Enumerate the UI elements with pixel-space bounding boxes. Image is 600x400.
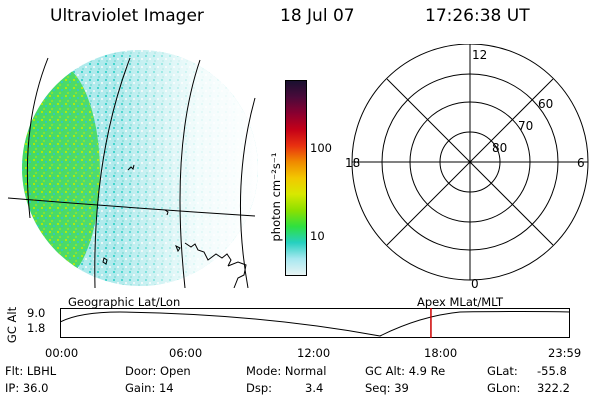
apex-caption: Apex MLat/MLT bbox=[417, 295, 504, 309]
auroral-emission bbox=[22, 50, 258, 286]
mode-info: Mode: Normal bbox=[246, 364, 327, 378]
glon-label: GLon: bbox=[487, 381, 521, 395]
glat-value: -55.8 bbox=[537, 364, 567, 378]
alt-tick-low: 1.8 bbox=[27, 321, 46, 335]
ip-info: IP: 36.0 bbox=[5, 381, 49, 395]
glat-label: GLat: bbox=[487, 364, 518, 378]
filter-info: Flt: LBHL bbox=[5, 364, 57, 378]
polar-mlt-plot: 12 18 6 0 60 70 80 bbox=[345, 44, 589, 291]
mlat-label-80: 80 bbox=[492, 141, 507, 155]
app-title: Ultraviolet Imager bbox=[50, 6, 204, 26]
mlat-label-70: 70 bbox=[518, 119, 533, 133]
coastline bbox=[102, 164, 247, 288]
dsp-value: 3.4 bbox=[305, 381, 324, 395]
image-date: 18 Jul 07 bbox=[280, 6, 355, 26]
gain-info: Gain: 14 bbox=[125, 381, 174, 395]
seq-info: Seq: 39 bbox=[365, 381, 409, 395]
glon-value: 322.2 bbox=[537, 381, 570, 395]
mlt-label-18: 18 bbox=[345, 156, 360, 170]
colorbar-tick-10: 10 bbox=[310, 229, 325, 243]
dsp-label: Dsp: bbox=[246, 381, 273, 395]
door-info: Door: Open bbox=[125, 364, 191, 378]
time-tick-0600: 06:00 bbox=[169, 346, 203, 360]
mlat-label-60: 60 bbox=[538, 97, 553, 111]
mlt-label-12: 12 bbox=[472, 48, 487, 62]
mlt-label-0: 0 bbox=[471, 277, 479, 291]
image-time: 17:26:38 UT bbox=[425, 6, 530, 26]
altitude-curve bbox=[60, 311, 570, 337]
altitude-plot bbox=[60, 308, 570, 338]
gc-alt-info: GC Alt: 4.9 Re bbox=[365, 364, 446, 378]
time-tick-0000: 00:00 bbox=[45, 346, 79, 360]
time-tick-2359: 23:59 bbox=[548, 346, 582, 360]
alt-axis-title: GC Alt bbox=[5, 306, 20, 344]
colorbar-tick-100: 100 bbox=[310, 141, 332, 155]
mlt-label-6: 6 bbox=[577, 156, 585, 170]
geographic-caption: Geographic Lat/Lon bbox=[68, 295, 181, 309]
colorbar bbox=[285, 80, 307, 276]
colorbar-unit-label: photon cm⁻²s⁻¹ bbox=[269, 152, 283, 242]
time-tick-1200: 12:00 bbox=[297, 346, 331, 360]
alt-tick-high: 9.0 bbox=[27, 306, 46, 320]
uv-image-panel bbox=[7, 50, 258, 288]
time-tick-1800: 18:00 bbox=[424, 346, 458, 360]
